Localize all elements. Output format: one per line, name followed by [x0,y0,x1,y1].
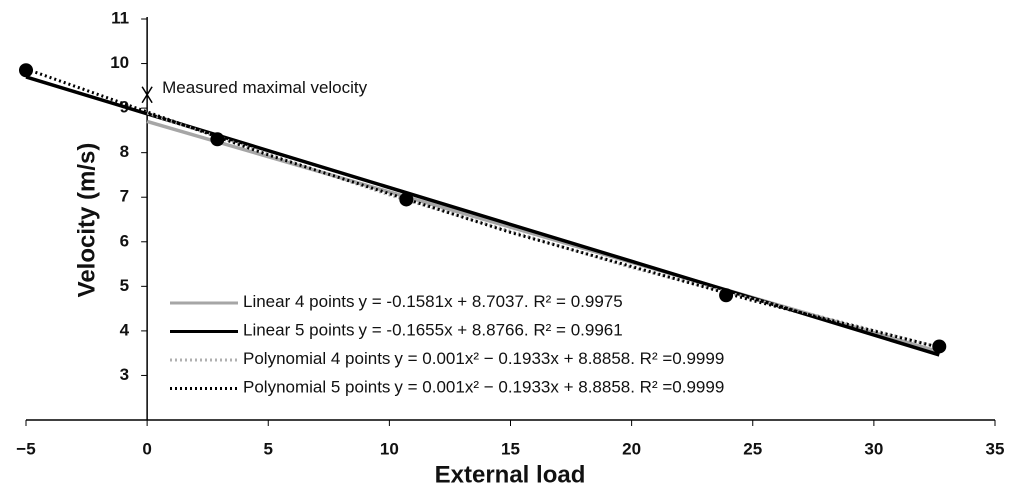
x-tick-label: 30 [864,439,883,458]
y-tick-label: 7 [120,187,129,206]
y-tick-label: 5 [120,276,129,295]
y-tick-label: 3 [120,365,129,384]
y-axis-title: Velocity (m/s) [73,143,100,298]
data-point [932,339,947,354]
data-point [19,63,33,78]
data-point [399,192,414,207]
legend-equation: y = 0.001x² − 0.1933x + 8.8858. R² =0.99… [394,378,724,397]
x-tick-label: 25 [743,439,762,458]
legend-name: Polynomial 4 points [243,349,390,368]
x-tick-label: 20 [622,439,641,458]
legend-entry: Polynomial 5 points y = 0.001x² − 0.1933x… [243,378,724,397]
x-tick-label: 35 [986,439,1005,458]
y-tick-label: 10 [110,53,129,72]
x-tick-label: 10 [380,439,399,458]
x-tick-label: 15 [501,439,520,458]
y-tick-label: 8 [120,142,129,161]
data-point [719,288,734,303]
x-tick-label: 0 [142,439,151,458]
x-axis-title: External load [435,461,586,488]
annotation-marker [141,86,153,104]
legend-entry: Polynomial 4 points y = 0.001x² − 0.1933x… [243,349,724,368]
legend-equation: y = -0.1655x + 8.8766. R² = 0.9961 [359,321,623,340]
legend-name: Linear 5 points [243,321,355,340]
annotation-text: Measured maximal velocity [162,78,368,97]
legend-equation: y = -0.1581x + 8.7037. R² = 0.9975 [359,292,623,311]
legend-name: Linear 4 points [243,292,355,311]
legend-entry: Linear 5 points y = -0.1655x + 8.8766. R²… [243,321,623,340]
trend-line [25,67,940,349]
data-point [210,132,225,147]
y-tick-label: 4 [120,320,130,339]
x-tick-label: −5 [16,439,35,458]
legend-equation: y = 0.001x² − 0.1933x + 8.8858. R² =0.99… [394,349,724,368]
x-tick-label: 5 [264,439,273,458]
legend-name: Polynomial 5 points [243,378,390,397]
y-tick-label: 11 [111,8,129,27]
y-tick-label: 6 [120,231,129,250]
legend-entry: Linear 4 points y = -0.1581x + 8.7037. R²… [243,292,623,311]
